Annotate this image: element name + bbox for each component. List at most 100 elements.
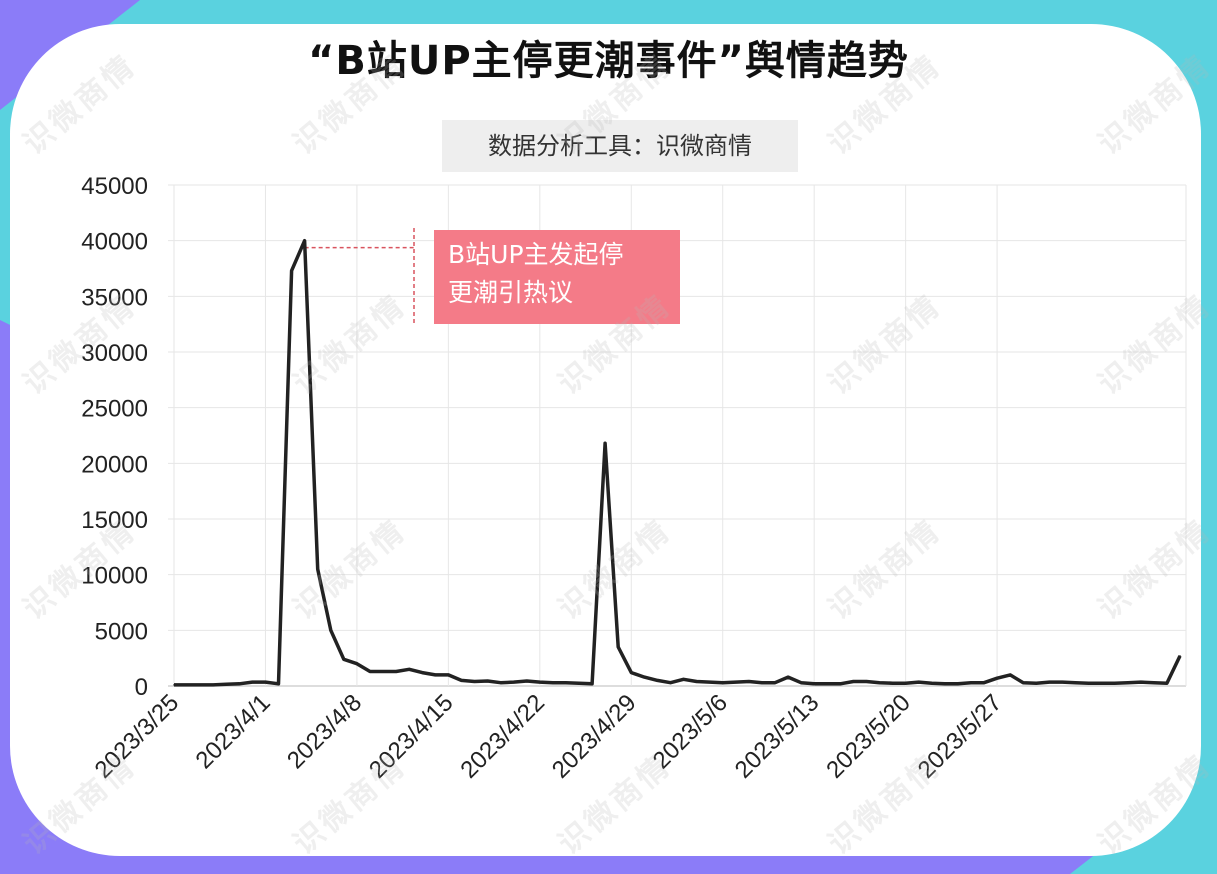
data-point (486, 680, 489, 682)
data-point (630, 671, 633, 674)
source-label: 数据分析工具：识微商情 (442, 120, 798, 172)
data-point (395, 670, 397, 673)
data-point (682, 678, 685, 681)
data-point (1074, 681, 1077, 684)
data-point (604, 442, 606, 445)
data-point (382, 670, 384, 673)
data-point (826, 682, 829, 685)
data-point (891, 682, 894, 685)
y-tick-label: 30000 (81, 340, 148, 367)
data-point (212, 684, 214, 686)
y-tick-label: 20000 (81, 451, 148, 478)
x-tick-label: 2023/4/22 (455, 689, 550, 784)
data-point (669, 681, 672, 684)
data-point (356, 662, 358, 665)
data-point (787, 676, 789, 678)
data-point (343, 658, 345, 661)
annotation-box (434, 230, 680, 324)
chart-title: “B站UP主停更潮事件”舆情趋势 (308, 38, 909, 84)
annotation-text: 更潮引热议 (448, 278, 573, 307)
data-point (839, 682, 842, 685)
data-point (996, 677, 998, 680)
data-point (852, 680, 855, 683)
data-point (1100, 682, 1103, 685)
y-tick-label: 45000 (81, 173, 148, 200)
data-point (695, 680, 698, 683)
data-point (813, 682, 815, 685)
data-point (761, 681, 763, 684)
data-point (708, 681, 711, 683)
data-point (251, 681, 254, 683)
data-point (290, 269, 293, 272)
data-point (1048, 681, 1051, 683)
x-tick-label: 2023/3/25 (90, 689, 185, 784)
data-point (970, 681, 972, 684)
data-point (1061, 681, 1064, 683)
data-point (512, 681, 515, 683)
data-point (186, 684, 188, 686)
data-point (578, 682, 580, 685)
data-point (957, 682, 959, 685)
data-point (1035, 682, 1038, 685)
data-point (525, 680, 528, 682)
data-point (1126, 681, 1129, 684)
data-point (460, 679, 463, 682)
data-point (1022, 681, 1025, 684)
x-tick-label: 2023/4/29 (547, 689, 642, 784)
data-point (552, 681, 554, 684)
x-tick-label: 2023/4/8 (282, 689, 367, 774)
data-point (434, 674, 437, 676)
data-point (408, 668, 410, 671)
data-point (316, 568, 319, 570)
series-line (174, 238, 1182, 687)
y-tick-label: 40000 (81, 229, 148, 256)
data-point (238, 682, 241, 685)
data-point (1179, 655, 1181, 657)
data-point (199, 684, 201, 686)
y-tick-label: 35000 (81, 284, 148, 311)
data-point (917, 681, 920, 683)
y-tick-label: 10000 (81, 563, 148, 590)
data-point (930, 682, 933, 685)
data-point (277, 682, 280, 685)
data-point (225, 683, 228, 686)
data-point (944, 682, 946, 685)
data-point (865, 680, 868, 683)
data-point (369, 670, 371, 673)
data-point (1009, 674, 1011, 676)
data-point (800, 681, 802, 684)
data-point (264, 681, 267, 683)
data-point (329, 629, 332, 632)
data-point (774, 681, 776, 684)
x-tick-label: 2023/4/1 (191, 689, 276, 774)
data-point (1140, 681, 1142, 683)
data-point (983, 681, 985, 684)
data-point (539, 681, 541, 683)
x-tick-label: 2023/5/20 (821, 689, 916, 784)
data-point (656, 679, 659, 682)
data-point (878, 681, 881, 684)
data-point (591, 682, 593, 685)
data-point (1087, 682, 1090, 685)
data-point (421, 671, 424, 674)
x-tick-label: 2023/4/15 (364, 689, 459, 784)
data-point (473, 680, 476, 683)
data-point (565, 681, 567, 684)
y-tick-label: 15000 (81, 507, 148, 534)
data-point (1113, 682, 1116, 685)
y-tick-label: 5000 (95, 618, 148, 645)
data-point (617, 646, 620, 648)
data-point (721, 681, 724, 684)
y-tick-label: 0 (135, 674, 148, 701)
data-point (303, 239, 306, 242)
data-point (1153, 681, 1155, 684)
data-point (748, 680, 750, 683)
y-axis-ticks: 45000 40000 35000 30000 25000 20000 15000 10000… (81, 173, 148, 701)
series-group (173, 238, 1182, 687)
x-tick-label: 2023/5/27 (913, 689, 1008, 784)
data-point (173, 684, 175, 686)
x-axis-ticks: 2023/3/25 2023/4/1 2023/4/82023/4/152023/4… (90, 689, 1008, 784)
data-point (643, 676, 646, 678)
